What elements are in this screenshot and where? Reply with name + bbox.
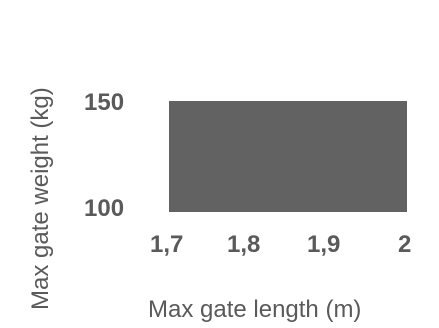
x-axis-title: Max gate length (m) <box>148 296 361 323</box>
x-tick-label-1-9: 1,9 <box>307 231 340 258</box>
bar-0 <box>169 101 407 212</box>
x-tick-label-1-8: 1,8 <box>227 231 260 258</box>
bars-layer <box>169 101 407 212</box>
x-tick-label-2: 2 <box>398 231 411 258</box>
y-axis-title: Max gate weight (kg) <box>27 87 54 310</box>
x-tick-label-1-7: 1,7 <box>150 231 183 258</box>
y-tick-label-150: 150 <box>84 89 124 116</box>
y-tick-label-100: 100 <box>84 195 124 222</box>
